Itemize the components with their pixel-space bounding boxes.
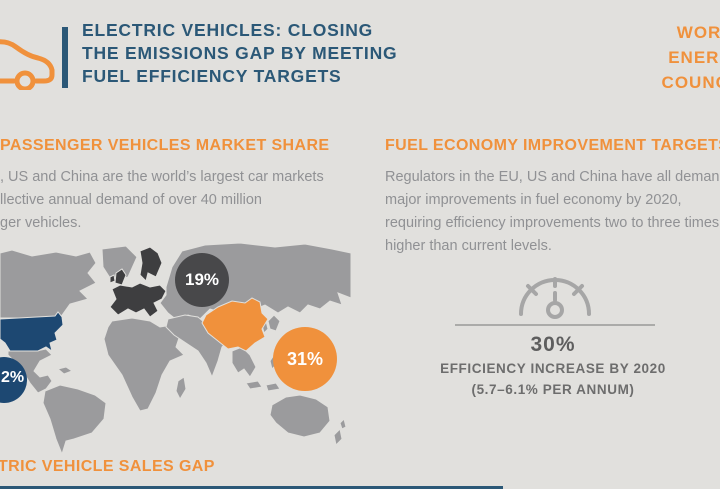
logo-line: COUNCIL: [661, 73, 720, 92]
fuel-economy-body-line: major improvements in fuel economy by 20…: [385, 192, 682, 208]
map-region-japan: [267, 314, 281, 332]
world-energy-council-logo: WORLD ENERGY COUNCIL: [620, 20, 720, 95]
map-region-china: [201, 297, 269, 352]
fuel-economy-body: Regulators in the EU, US and China have …: [385, 166, 720, 258]
map-region-caribbean: [56, 366, 74, 375]
map-region-southeast-asia: [231, 346, 257, 378]
fuel-economy-heading: FUEL ECONOMY IMPROVEMENT TARGETS: [385, 137, 720, 154]
map-region-australia: [269, 394, 331, 438]
map-region-greenland: [101, 245, 138, 282]
efficiency-stat-value: 30%: [530, 333, 576, 356]
page-title-line: ELECTRIC VEHICLES: CLOSING: [82, 20, 374, 40]
world-map: 19% 31% 2%: [0, 242, 352, 457]
sales-gap-bar: [0, 486, 503, 489]
map-region-north-america: [0, 249, 97, 319]
market-share-heading: PASSENGER VEHICLES MARKET SHARE: [0, 137, 330, 154]
market-share-body-line: llective annual demand of over 40 millio…: [0, 192, 262, 208]
title-accent-bar: [62, 27, 68, 88]
map-region-europe: [109, 282, 167, 318]
map-region-new-zealand: [333, 418, 347, 447]
china-share-label: 31%: [286, 348, 324, 369]
market-share-body: , US and China are the world’s largest c…: [0, 166, 324, 235]
market-share-body-line: ger vehicles.: [0, 215, 82, 231]
sales-gap-heading: TRIC VEHICLE SALES GAP: [0, 458, 215, 475]
china-share-bubble: 31%: [273, 327, 337, 391]
logo-line: ENERGY: [668, 48, 720, 67]
efficiency-stat-sublabel: (5.7–6.1% PER ANNUM): [471, 382, 635, 397]
europe-share-bubble: 19%: [175, 253, 229, 307]
speedometer-gauge-icon: [519, 277, 591, 319]
fuel-economy-body-line: requiring efficiency improvements two to…: [385, 215, 720, 231]
logo-line: WORLD: [676, 23, 720, 42]
map-region-madagascar: [175, 376, 187, 401]
efficiency-stat: 30% EFFICIENCY INCREASE BY 2020 (5.7–6.1…: [386, 332, 720, 400]
market-share-body-line: , US and China are the world’s largest c…: [0, 169, 324, 185]
europe-share-label: 19%: [184, 270, 220, 289]
efficiency-stat-label: EFFICIENCY INCREASE BY 2020: [440, 361, 666, 376]
map-region-united-states: [0, 311, 64, 353]
fuel-economy-body-line: higher than current levels.: [385, 238, 552, 254]
stat-divider: [455, 324, 655, 326]
us-share-label: 2%: [1, 369, 25, 386]
map-region-south-america: [42, 384, 107, 456]
fuel-economy-body-line: Regulators in the EU, US and China have …: [385, 169, 720, 185]
map-region-scandinavia: [139, 246, 163, 282]
map-region-united-kingdom: [109, 268, 127, 286]
world-map-svg: [0, 242, 352, 456]
page-title: ELECTRIC VEHICLES: CLOSING THE EMISSIONS…: [82, 19, 397, 88]
map-region-africa: [103, 317, 185, 412]
electric-car-icon: [0, 39, 55, 90]
page-title-line: FUEL EFFICIENCY TARGETS: [82, 66, 342, 86]
page-title-line: THE EMISSIONS GAP BY MEETING: [82, 43, 398, 63]
